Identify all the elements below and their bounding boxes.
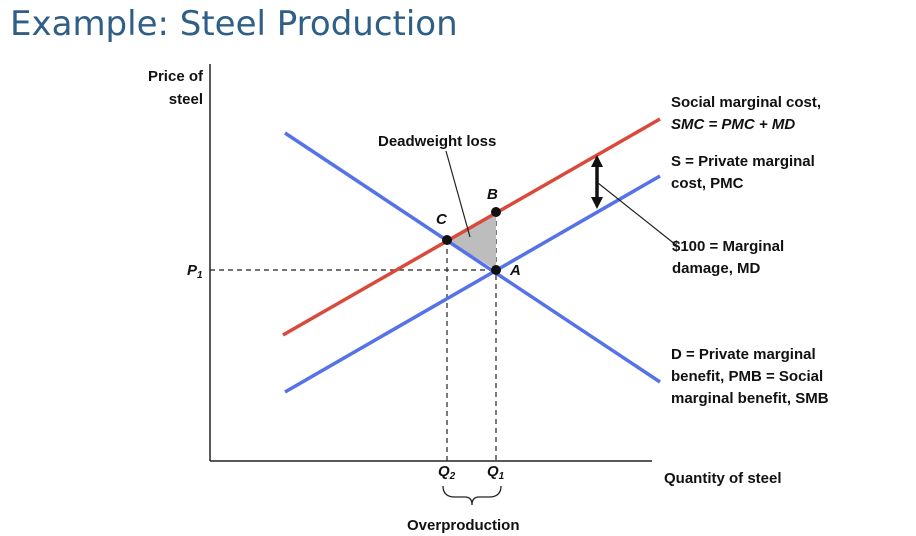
q1-label: Q1 — [487, 463, 505, 482]
deadweight-loss-label: Deadweight loss — [378, 133, 496, 150]
smc-label-line1: Social marginal cost, — [671, 94, 821, 111]
pmc-label-line2: cost, PMC — [671, 175, 744, 192]
point-b-label: B — [487, 186, 498, 203]
point-a — [491, 265, 501, 275]
smc-label-line2: SMC = PMC + MD — [671, 116, 795, 133]
pmc-label-line1: S = Private marginal — [671, 153, 815, 170]
md-label-line1: $100 = Marginal — [672, 238, 784, 255]
deadweight-loss-area — [447, 212, 496, 270]
q2-label: Q2 — [438, 463, 456, 482]
overproduction-brace — [442, 485, 502, 506]
demand-label-line2: benefit, PMB = Social — [671, 368, 823, 385]
md-arrow-head-up — [591, 155, 603, 167]
p1-label: P1 — [187, 262, 203, 281]
point-c — [442, 235, 452, 245]
demand-label-line3: marginal benefit, SMB — [671, 390, 829, 407]
point-b — [491, 207, 501, 217]
overproduction-label: Overproduction — [407, 517, 520, 534]
point-c-label: C — [436, 211, 448, 228]
smc-curve — [282, 117, 661, 337]
slide-title: Example: Steel Production — [10, 4, 458, 44]
y-axis-label-line1: Price of — [148, 68, 204, 85]
dwl-leader-line — [445, 150, 471, 238]
pmc-supply-curve — [284, 174, 661, 394]
md-arrow-head-down — [591, 197, 603, 209]
demand-curve — [284, 131, 661, 384]
point-a-label: A — [509, 262, 521, 279]
md-label-line2: damage, MD — [672, 260, 761, 277]
md-leader-line — [597, 182, 677, 246]
demand-label-line1: D = Private marginal — [671, 346, 816, 363]
x-axis-label: Quantity of steel — [664, 470, 782, 487]
y-axis-label-line2: steel — [169, 91, 203, 108]
